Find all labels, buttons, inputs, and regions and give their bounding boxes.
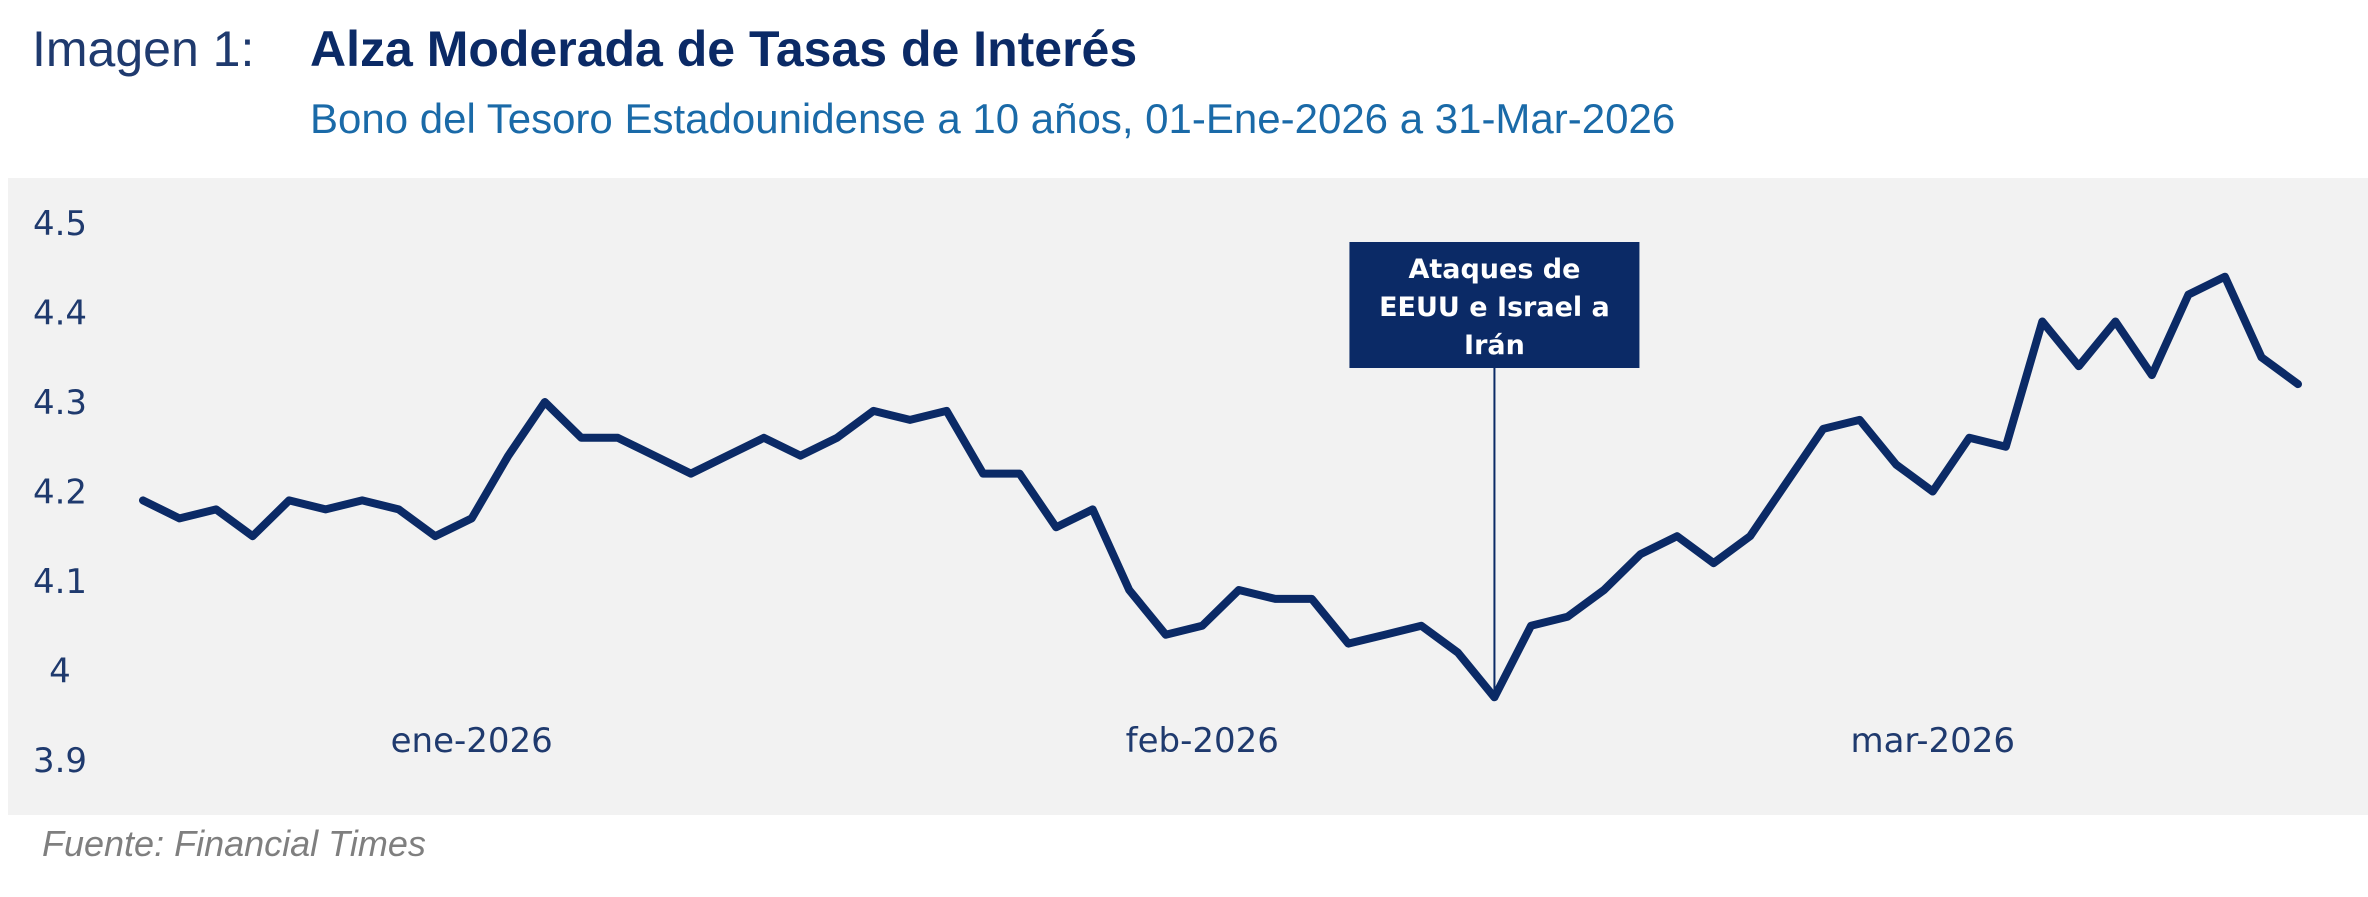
annotation-text-line: Irán [1464,330,1525,361]
annotation-group: Ataques de EEUU e Israel a Irán [1349,242,1640,698]
y-tick-label: 4 [49,652,71,692]
chart-title: Alza Moderada de Tasas de Interés [310,21,1138,77]
annotation-box [1349,242,1640,368]
y-tick-label: 4.1 [33,562,87,602]
source-note: Fuente: Financial Times [42,823,426,864]
plot-area: 3.9 4 4.1 4.2 4.3 4.4 4.5 ene-2026 feb-2026 mar-… [8,178,2368,815]
line-chart: 3.9 4 4.1 4.2 4.3 4.4 4.5 ene-2026 feb-2026 mar-… [33,204,2302,781]
x-tick-label: mar-2026 [1850,721,2015,761]
series-group [139,272,2302,702]
series-line-10y-yield [139,272,2302,702]
x-tick-label: feb-2026 [1126,721,1279,761]
y-tick-label: 3.9 [33,741,87,781]
annotation-text-line: Ataques de [1408,254,1580,285]
y-tick-label: 4.3 [33,383,87,423]
figure-label: Imagen 1: [32,21,255,77]
y-tick-label: 4.2 [33,473,87,513]
x-tick-label: ene-2026 [391,721,553,761]
y-tick-label: 4.4 [33,294,87,334]
annotation-text-line: EEUU e Israel a [1379,292,1610,323]
y-axis-ticks: 3.9 4 4.1 4.2 4.3 4.4 4.5 [33,204,87,781]
y-tick-label: 4.5 [33,204,87,244]
chart-subtitle: Bono del Tesoro Estadounidense a 10 años… [310,95,1676,142]
x-axis-ticks: ene-2026 feb-2026 mar-2026 [391,721,2015,761]
